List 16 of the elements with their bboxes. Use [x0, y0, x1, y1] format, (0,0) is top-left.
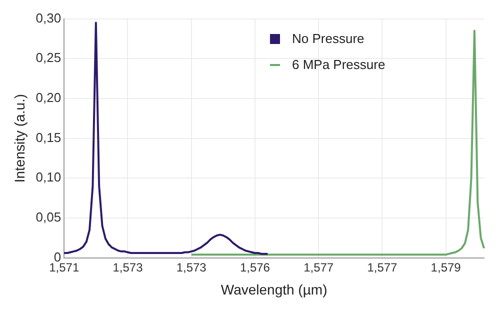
- y-axis-title: Intensity (a.u.): [11, 94, 28, 183]
- x-tick-label: 1,576: [240, 260, 270, 274]
- y-tick-label: 0,30: [36, 10, 62, 26]
- x-tick-label: 1,577: [367, 260, 398, 274]
- y-tick-label: 0,20: [36, 90, 62, 106]
- x-tick-label: 1,573: [176, 260, 207, 274]
- y-tick-label: 0,15: [36, 130, 62, 145]
- x-tick-label: 1,577: [304, 260, 334, 274]
- x-tick-label: 1,573: [112, 260, 144, 274]
- x-tick-label: 1,579: [430, 260, 462, 274]
- y-tick-label: 0,25: [36, 50, 62, 66]
- legend-label: No Pressure: [292, 30, 364, 48]
- legend-label: 6 MPa Pressure: [292, 56, 386, 74]
- x-axis-title: Wavelength (µm): [220, 281, 328, 298]
- y-tick-label: 0,10: [36, 170, 62, 185]
- y-tick-label: 0,05: [36, 210, 62, 225]
